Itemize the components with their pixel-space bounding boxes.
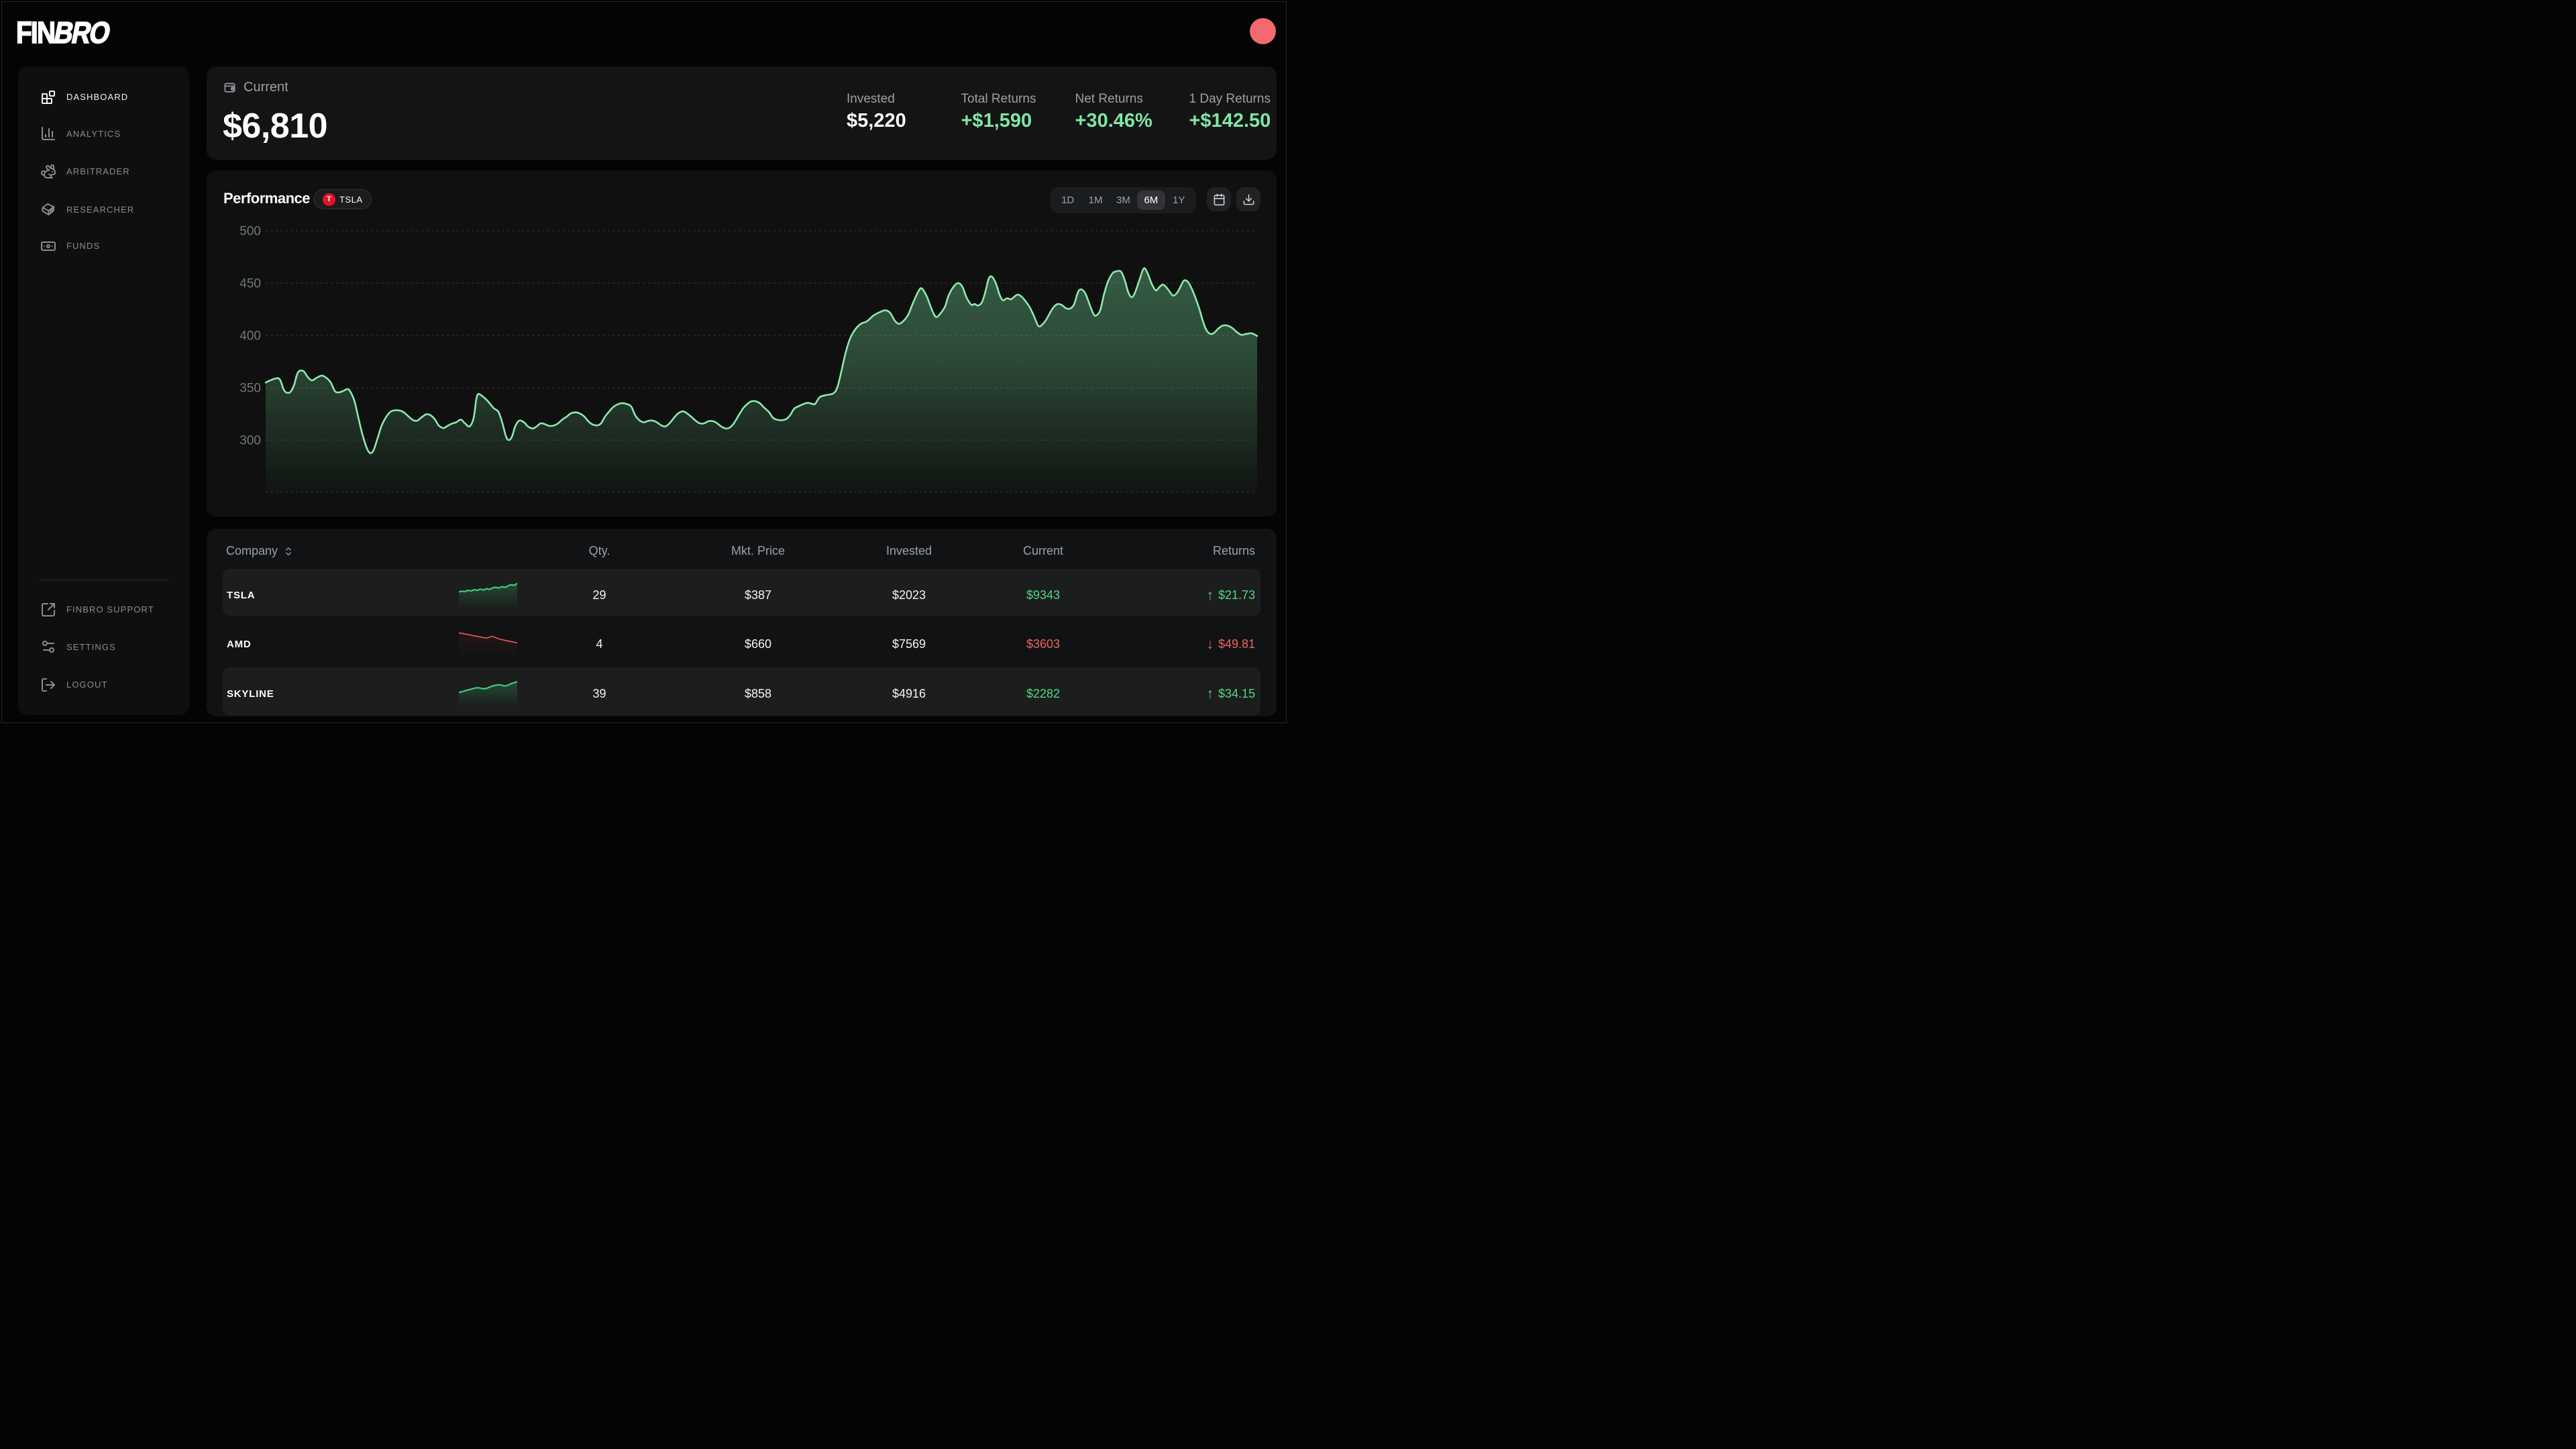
svg-text:400: 400 bbox=[239, 329, 261, 343]
svg-text:500: 500 bbox=[239, 225, 261, 239]
svg-text:300: 300 bbox=[239, 434, 261, 448]
svg-text:350: 350 bbox=[239, 382, 261, 396]
svg-text:450: 450 bbox=[239, 277, 261, 291]
